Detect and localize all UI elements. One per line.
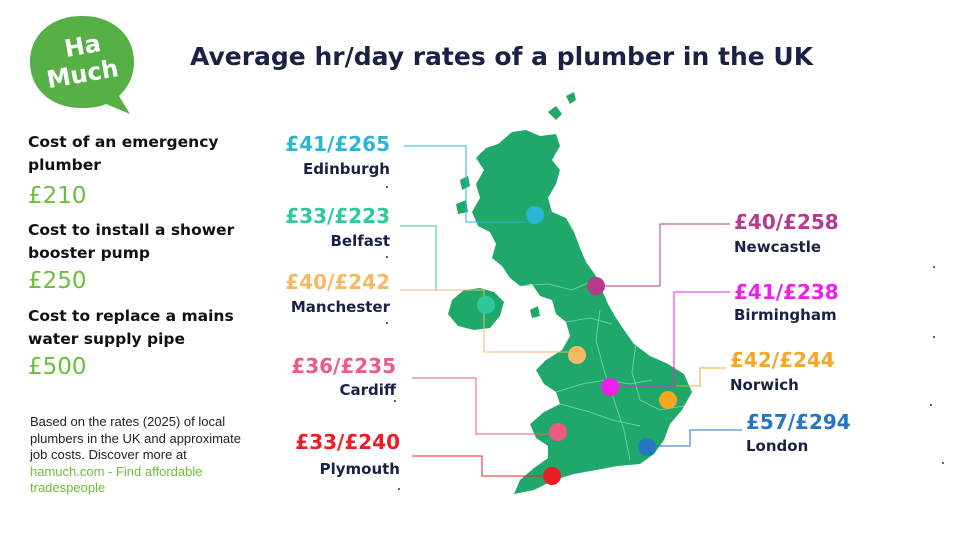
island-shape <box>460 176 470 190</box>
decorative-dot <box>398 488 402 492</box>
cost-value-emergency: £210 <box>28 183 87 209</box>
decorative-dot <box>386 256 390 260</box>
leader-line-london <box>656 429 742 447</box>
decorative-dot <box>394 400 398 404</box>
city-marker-edinburgh <box>526 206 544 224</box>
leader-line-cardiff <box>412 377 550 435</box>
decorative-dot <box>386 186 390 190</box>
great-britain-shape <box>472 130 692 494</box>
city-name-birmingham: Birmingham <box>734 306 837 324</box>
source-note-text: Based on the rates (2025) of local plumb… <box>30 414 242 462</box>
city-rate-norwich: £42/£244 <box>730 348 835 372</box>
decorative-dot <box>933 266 937 270</box>
island-shape <box>456 200 468 214</box>
city-rate-london: £57/£294 <box>746 410 851 434</box>
city-marker-plymouth <box>543 467 561 485</box>
leader-line-belfast <box>400 225 480 291</box>
city-rate-manchester: £40/£242 <box>285 270 390 294</box>
logo-text-ha: Ha <box>62 29 103 63</box>
city-marker-london <box>638 438 656 456</box>
decorative-dot <box>930 404 934 408</box>
decorative-dot <box>386 322 390 326</box>
city-marker-manchester <box>568 346 586 364</box>
city-name-edinburgh: Edinburgh <box>302 160 390 178</box>
source-note: Based on the rates (2025) of local plumb… <box>30 414 250 497</box>
hamuch-logo: Ha Much <box>30 16 134 114</box>
city-name-manchester: Manchester <box>290 298 390 316</box>
cost-value-mains-pipe: £500 <box>28 354 87 380</box>
city-rate-newcastle: £40/£258 <box>734 210 839 234</box>
city-name-cardiff: Cardiff <box>339 381 396 399</box>
city-name-london: London <box>746 437 809 455</box>
leader-line-manchester <box>400 289 568 353</box>
leader-line-norwich <box>676 367 726 387</box>
city-rate-cardiff: £36/£235 <box>291 354 396 378</box>
city-marker-norwich <box>659 391 677 409</box>
cost-label-emergency: Cost of an emergency plumber <box>28 133 219 174</box>
city-marker-newcastle <box>587 277 605 295</box>
city-rate-birmingham: £41/£238 <box>734 280 839 304</box>
decorative-dot <box>942 462 946 466</box>
leader-line-birmingham <box>618 291 730 387</box>
city-name-plymouth: Plymouth <box>319 460 400 478</box>
cost-label-booster-pump: Cost to install a shower booster pump <box>28 221 235 262</box>
city-name-norwich: Norwich <box>730 376 799 394</box>
leader-line-plymouth <box>412 455 544 477</box>
city-rate-belfast: £33/£223 <box>285 204 390 228</box>
leader-line-newcastle <box>604 223 730 287</box>
island-shape <box>566 92 576 104</box>
city-name-belfast: Belfast <box>330 232 391 250</box>
city-marker-birmingham <box>601 378 619 396</box>
hamuch-link[interactable]: hamuch.com - Find affordable tradespeopl… <box>30 463 203 496</box>
island-shape <box>530 306 540 318</box>
leader-lines <box>400 145 742 477</box>
city-marker-belfast <box>477 296 495 314</box>
city-markers <box>477 206 677 485</box>
island-shape <box>548 106 562 120</box>
city-rate-plymouth: £33/£240 <box>295 430 400 454</box>
leader-line-edinburgh <box>404 145 526 223</box>
cost-value-booster-pump: £250 <box>28 268 87 294</box>
page-title: Average hr/day rates of a plumber in the… <box>190 42 814 71</box>
northern-ireland-shape <box>448 288 504 330</box>
city-rate-edinburgh: £41/£265 <box>285 132 390 156</box>
city-marker-cardiff <box>549 423 567 441</box>
cost-label-mains-pipe: Cost to replace a mains water supply pip… <box>28 307 234 348</box>
decorative-dot <box>933 336 937 340</box>
city-name-newcastle: Newcastle <box>734 238 822 256</box>
